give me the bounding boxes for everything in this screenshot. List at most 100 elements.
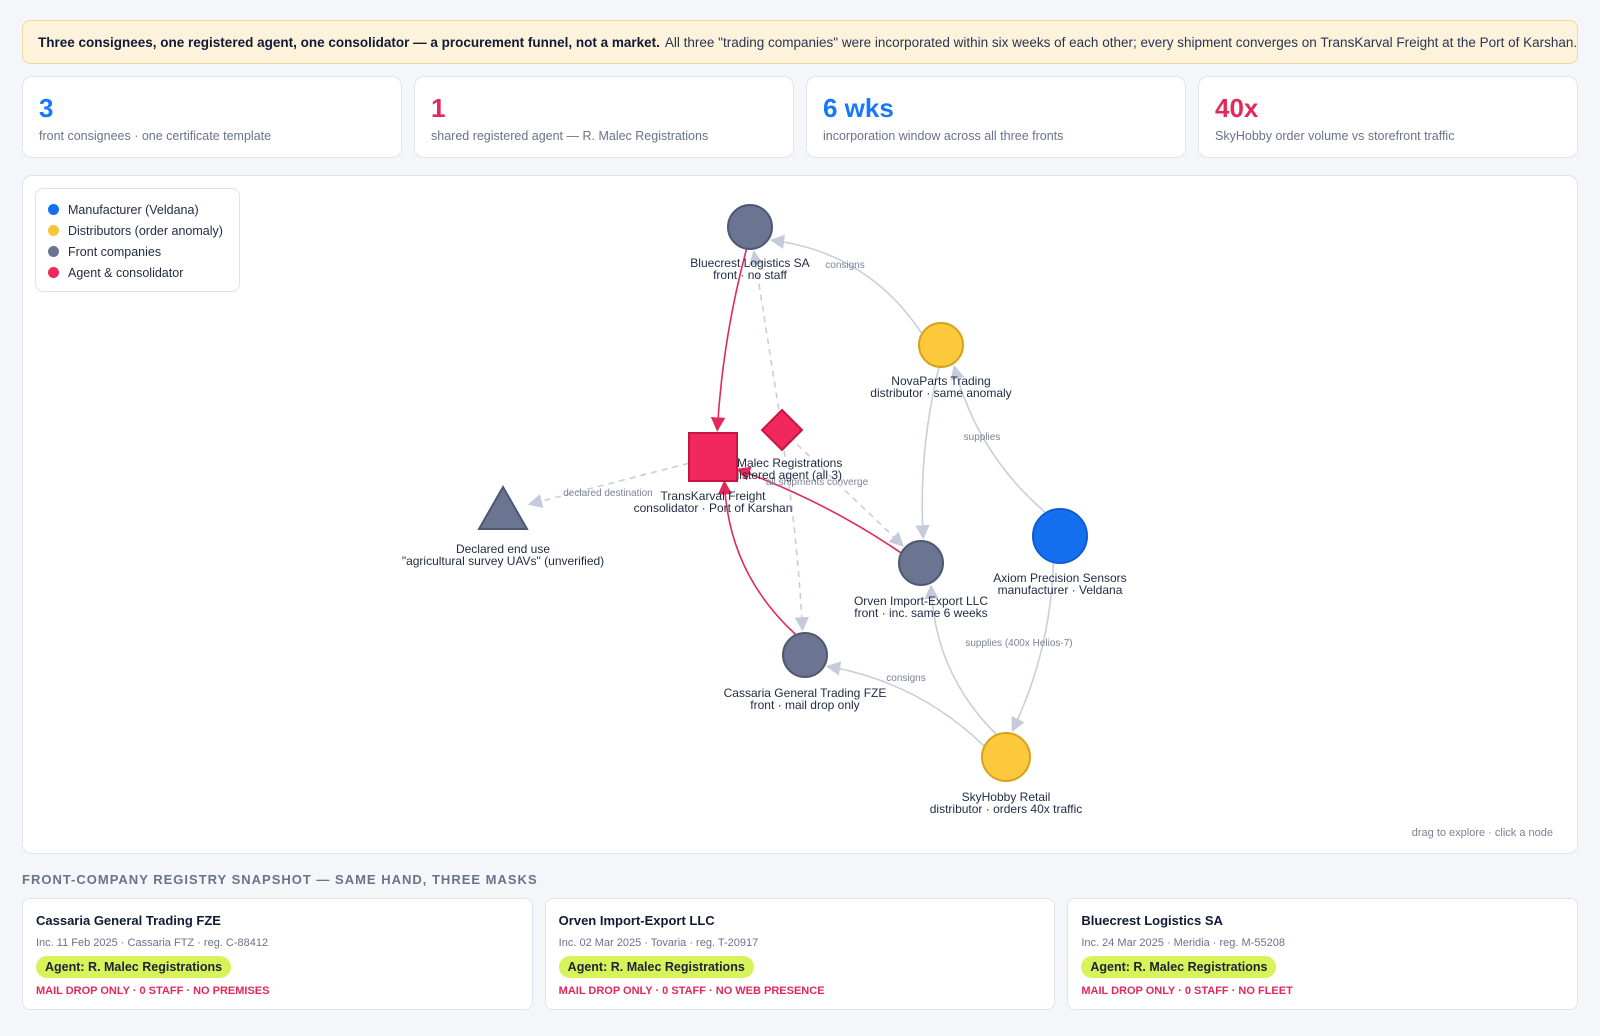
node-sub-label: registered agent (all 3) <box>722 468 842 482</box>
node-name-label: Axiom Precision Sensors <box>993 571 1126 585</box>
node-circle-shape[interactable] <box>981 732 1031 782</box>
node-sub-label: distributor · orders 40x traffic <box>930 802 1083 816</box>
edge-label: supplies <box>964 432 1001 443</box>
node-sub-label: "agricultural survey UAVs" (unverified) <box>402 554 604 568</box>
registry-cards: Cassaria General Trading FZE Inc. 11 Feb… <box>22 898 1579 1010</box>
card-title: Cassaria General Trading FZE <box>36 913 221 928</box>
registry-card-orven[interactable]: Orven Import-Export LLC Inc. 02 Mar 2025… <box>544 898 1056 1010</box>
legend-item: Agent & consolidator <box>48 262 227 283</box>
node-sub-label: front · inc. same 6 weeks <box>854 606 987 620</box>
legend-dot-manufacturer <box>48 204 59 215</box>
node-name-label: Declared end use <box>456 542 550 556</box>
stat-label: SkyHobby order volume vs storefront traf… <box>1215 129 1455 143</box>
card-meta: Inc. 02 Mar 2025 · Tovaria · reg. T-2091… <box>558 937 759 949</box>
stat-value: 40x <box>1215 93 1259 123</box>
legend-label: Manufacturer (Veldana) <box>68 202 199 217</box>
legend-item: Distributors (order anomaly) <box>48 220 227 241</box>
stat-label: front consignees · one certificate templ… <box>39 129 272 143</box>
card-meta: Inc. 24 Mar 2025 · Meridia · reg. M-5520… <box>1081 937 1285 949</box>
agent-badge: Agent: R. Malec Registrations <box>1081 956 1277 978</box>
legend-dot-front-companies <box>48 246 59 257</box>
node-circle-shape[interactable] <box>782 632 828 678</box>
edge-label: declared destination <box>563 488 653 499</box>
card-flags: MAIL DROP ONLY · 0 STAFF · NO PREMISES <box>36 985 270 997</box>
stat-cards: 3 front consignees · one certificate tem… <box>22 76 1578 158</box>
node-name-label: Bluecrest Logistics SA <box>690 256 809 270</box>
edge-axiom-to-skyhobby <box>1011 563 1055 733</box>
card-title: Orven Import-Export LLC <box>558 913 715 928</box>
edge-novaparts-to-orven <box>915 367 940 540</box>
node-sub-label: consolidator · Port of Karshan <box>634 501 793 515</box>
registry-section-title: FRONT-COMPANY REGISTRY SNAPSHOT — SAME H… <box>22 872 538 887</box>
edge-novaparts-to-bluecrest <box>769 234 923 334</box>
legend-dot-agent-consolidator <box>48 267 59 278</box>
node-name-label: TransKarval Freight <box>661 489 767 503</box>
legend-dot-distributors <box>48 225 59 236</box>
stat-value: 3 <box>39 93 54 123</box>
legend-item: Front companies <box>48 241 227 262</box>
stat-card-incorporation: 6 wks incorporation window across all th… <box>806 76 1186 158</box>
card-meta: Inc. 11 Feb 2025 · Cassaria FTZ · reg. C… <box>36 937 269 949</box>
agent-badge: Agent: R. Malec Registrations <box>36 956 232 978</box>
edge-skyhobby-to-cassaria <box>825 661 985 747</box>
edge-axiom-to-novaparts <box>950 364 1046 513</box>
registry-card-cassaria[interactable]: Cassaria General Trading FZE Inc. 11 Feb… <box>22 898 533 1010</box>
edge-label: supplies (400x Helios-7) <box>965 638 1072 649</box>
summary-banner-headline: Three consignees, one registered agent, … <box>38 34 660 50</box>
edge-malec-to-orven <box>796 443 904 547</box>
edge-label: consigns <box>886 673 925 684</box>
edge-transkarval-to-enduse <box>527 462 689 509</box>
edge-cassaria-to-transkarval <box>717 480 796 635</box>
node-sub-label: front · no staff <box>713 268 787 282</box>
stat-card-consignees: 3 front consignees · one certificate tem… <box>22 76 402 158</box>
stat-card-order-volume: 40x SkyHobby order volume vs storefront … <box>1198 76 1578 158</box>
network-graph-panel[interactable]: consigns supplies supplies (400x Helios-7)… <box>22 175 1578 854</box>
edge-orven-to-transkarval <box>735 466 901 554</box>
node-circle-shape[interactable] <box>898 540 944 586</box>
card-flags: MAIL DROP ONLY · 0 STAFF · NO FLEET <box>1081 985 1293 997</box>
network-graph[interactable]: consigns supplies supplies (400x Helios-7)… <box>23 176 1578 854</box>
node-sub-label: manufacturer · Veldana <box>998 583 1123 597</box>
edge-malec-to-bluecrest <box>748 250 780 410</box>
node-name-label: Orven Import-Export LLC <box>854 594 988 608</box>
node-circle-shape[interactable] <box>1032 508 1088 564</box>
stat-label: shared registered agent — R. Malec Regis… <box>431 129 709 143</box>
node-triangle-shape[interactable] <box>477 484 529 530</box>
node-sub-label: front · mail drop only <box>750 698 859 712</box>
node-square-shape[interactable] <box>688 432 738 482</box>
edge-label: consigns <box>825 260 864 271</box>
node-circle-shape[interactable] <box>727 204 773 250</box>
legend-item: Manufacturer (Veldana) <box>48 199 227 220</box>
summary-banner-text: All three "trading companies" were incor… <box>664 34 1578 50</box>
legend-label: Agent & consolidator <box>68 265 184 280</box>
edge-malec-to-cassaria <box>783 450 809 632</box>
edge-label: all shipments converge <box>766 477 869 488</box>
node-enduse[interactable]: Declared end use"agricultural survey UAV… <box>402 484 604 568</box>
graph-hint: drag to explore · click a node <box>1411 827 1553 839</box>
edge-bluecrest-to-transkarval <box>710 249 748 432</box>
stat-label: incorporation window across all three fr… <box>823 129 1064 143</box>
card-title: Bluecrest Logistics SA <box>1081 913 1223 928</box>
node-sub-label: distributor · same anomaly <box>870 386 1011 400</box>
stat-card-agent: 1 shared registered agent — R. Malec Reg… <box>414 76 794 158</box>
node-diamond-shape[interactable] <box>760 408 804 452</box>
node-circle-shape[interactable] <box>918 322 964 368</box>
stat-value: 6 wks <box>823 93 894 123</box>
summary-banner: Three consignees, one registered agent, … <box>22 20 1578 64</box>
node-name-label: Cassaria General Trading FZE <box>724 686 887 700</box>
graph-legend: Manufacturer (Veldana) Distributors (ord… <box>35 188 240 292</box>
registry-card-bluecrest[interactable]: Bluecrest Logistics SA Inc. 24 Mar 2025 … <box>1067 898 1579 1010</box>
agent-badge: Agent: R. Malec Registrations <box>558 956 754 978</box>
node-name-label: R. Malec Registrations <box>722 456 843 470</box>
card-flags: MAIL DROP ONLY · 0 STAFF · NO WEB PRESEN… <box>558 985 825 997</box>
legend-label: Front companies <box>68 244 162 259</box>
edge-skyhobby-to-orven <box>924 584 997 735</box>
